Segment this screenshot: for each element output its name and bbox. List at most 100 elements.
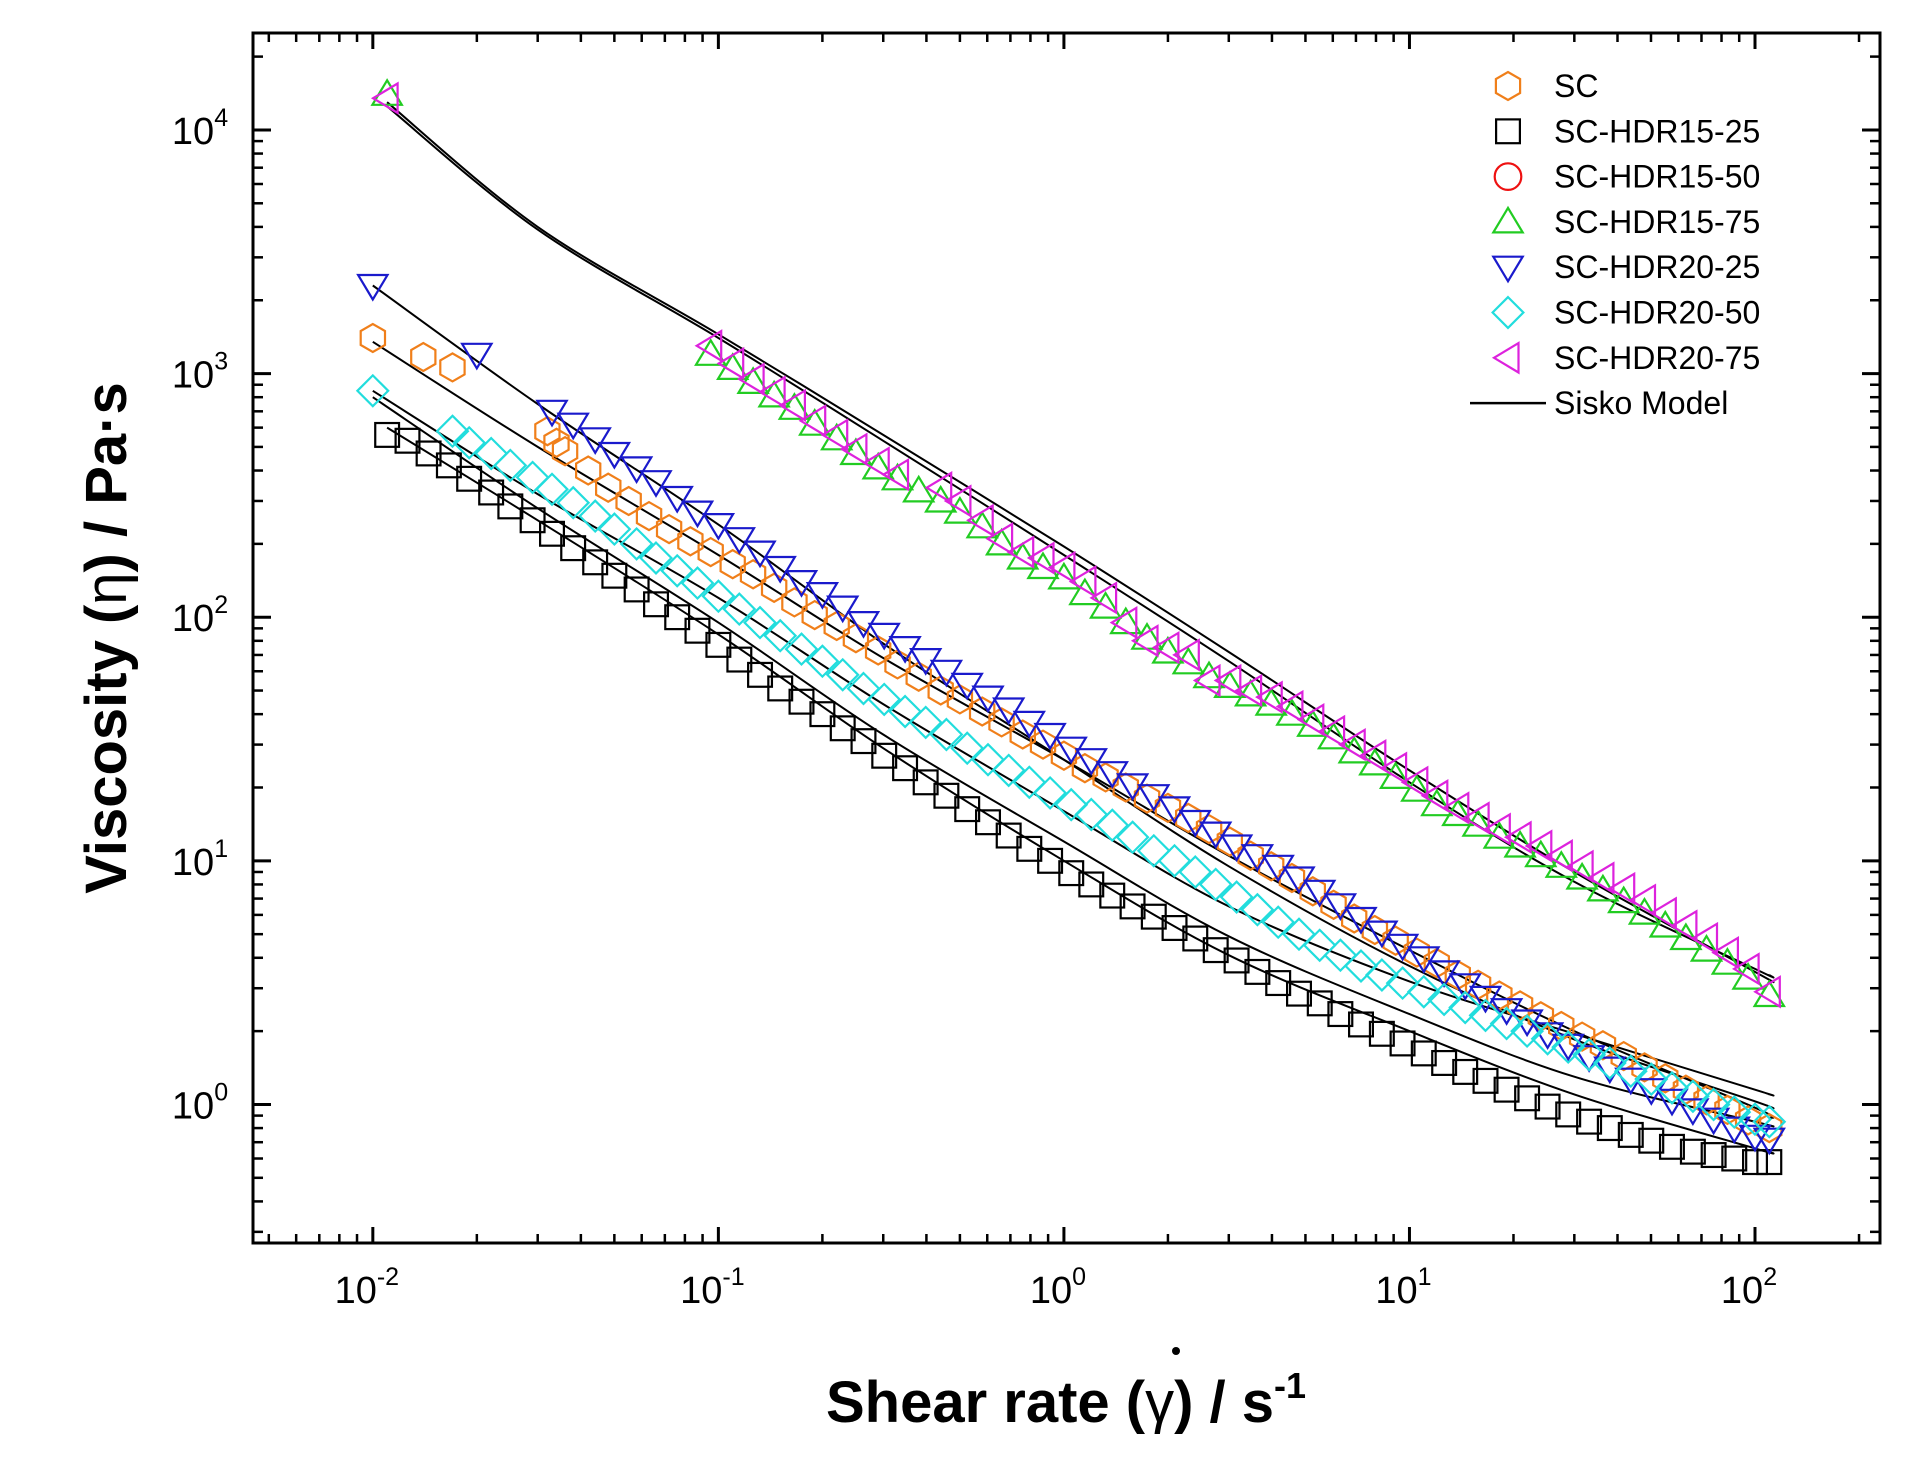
data-point-sc-hdr20-50-22 — [867, 682, 902, 717]
data-point-sc-hdr15-75-29 — [1275, 698, 1309, 726]
y-axis-title-suffix: ) / Pa — [74, 433, 139, 572]
data-point-sc-39 — [1257, 851, 1285, 882]
x-tick-label-0: 10-2 — [335, 1263, 400, 1312]
x-tick-label-exp-0: -2 — [377, 1263, 399, 1291]
data-point-sc-hdr15-75-11 — [902, 474, 936, 503]
data-point-sc-hdr20-75-14 — [985, 522, 1014, 556]
data-point-sc-hdr15-25-62 — [1658, 1133, 1685, 1160]
data-point-sc-hdr20-50-65 — [1752, 1104, 1787, 1139]
data-point-sc-hdr20-75-15 — [1006, 535, 1035, 569]
data-point-sc-hdr20-50-16 — [743, 605, 777, 640]
data-point-sc-hdr20-75-35 — [1420, 779, 1449, 813]
x-tick-label-base-1: 10 — [680, 1270, 722, 1312]
data-point-sc-62 — [1734, 1105, 1762, 1136]
data-point-sc-hdr20-50-29 — [1012, 765, 1047, 800]
data-point-sc-hdr15-75-33 — [1358, 747, 1392, 776]
data-series-layer — [355, 78, 1787, 1176]
x-tick-label-base-2: 10 — [1030, 1270, 1072, 1312]
data-point-sc-hdr15-75-10 — [880, 462, 915, 491]
y-tick-label-3: 103 — [172, 348, 228, 397]
data-point-sc-hdr15-25-14 — [664, 604, 691, 631]
data-point-sc-hdr20-25-41 — [1344, 906, 1378, 935]
data-point-sc-hdr20-25-1 — [460, 342, 494, 371]
data-point-sc-hdr20-25-61 — [1752, 1127, 1786, 1156]
data-point-sc-hdr20-75-24 — [1192, 663, 1221, 698]
legend-item-2: SC-HDR15-50 — [1493, 159, 1760, 195]
data-point-sc-hdr15-25-28 — [954, 796, 981, 823]
data-point-sc-hdr20-75-31 — [1338, 727, 1366, 762]
y-tick-label-exp-2: 2 — [214, 591, 228, 619]
data-point-sc-hdr20-50-4 — [493, 448, 528, 483]
data-point-sc-hdr20-75-11 — [924, 471, 953, 505]
x-tick-label-exp-4: 2 — [1763, 1263, 1777, 1291]
data-point-sc-hdr15-25-0 — [374, 421, 401, 448]
data-point-sc-hdr20-50-3 — [474, 436, 509, 471]
data-point-sc-hdr15-25-53 — [1472, 1067, 1499, 1094]
data-point-sc-hdr20-50-28 — [991, 753, 1026, 788]
legend-marker-square — [1494, 118, 1521, 145]
data-point-sc-hdr20-50-46 — [1364, 958, 1399, 992]
y-tick-label-base-4: 10 — [172, 111, 214, 153]
x-tick-label-1: 10-1 — [680, 1263, 745, 1312]
data-point-sc-1 — [410, 341, 437, 373]
data-point-sc-hdr20-25-12 — [743, 540, 777, 569]
data-point-sc-3 — [534, 415, 561, 447]
data-point-sc-17 — [801, 599, 828, 631]
plot-frame — [251, 31, 1882, 1245]
data-point-sc-63 — [1756, 1112, 1783, 1144]
data-point-sc-hdr20-50-9 — [597, 512, 632, 547]
data-point-sc-hdr20-75-33 — [1379, 751, 1408, 785]
y-tick-label-0: 100 — [172, 1078, 228, 1127]
data-point-sc-hdr20-50-2 — [452, 425, 487, 460]
data-point-sc-43 — [1340, 903, 1368, 934]
y-tick-label-base-3: 10 — [172, 355, 214, 397]
data-point-sc-hdr15-25-9 — [560, 535, 587, 562]
data-point-sc-hdr20-50-0 — [355, 373, 390, 408]
data-point-sc-hdr20-75-19 — [1089, 581, 1118, 615]
data-point-sc-hdr20-50-50 — [1448, 990, 1483, 1025]
legend-label-3: SC-HDR15-75 — [1554, 204, 1760, 240]
data-point-sc-9 — [635, 500, 663, 532]
data-point-sc-hdr15-75-27 — [1233, 678, 1268, 707]
data-point-sc-hdr20-50-32 — [1074, 797, 1109, 832]
data-point-sc-hdr20-75-44 — [1607, 871, 1636, 906]
data-point-sc-hdr20-75-5 — [778, 388, 807, 423]
data-point-sc-hdr20-75-16 — [1026, 541, 1055, 575]
legend-marker-triangle-left — [1491, 341, 1520, 375]
data-point-sc-0 — [359, 322, 387, 354]
data-point-sc-hdr20-25-8 — [660, 485, 694, 514]
data-point-sc-28 — [1029, 729, 1057, 760]
data-point-sc-hdr15-25-51 — [1431, 1049, 1458, 1076]
data-point-sc-hdr15-75-19 — [1068, 577, 1102, 606]
data-point-sc-hdr20-50-64 — [1738, 1102, 1772, 1137]
data-point-sc-hdr20-50-40 — [1240, 892, 1275, 927]
x-axis-title-sup: -1 — [1274, 1365, 1306, 1406]
data-point-sc-hdr15-25-59 — [1596, 1115, 1623, 1142]
data-point-sc-hdr15-25-26 — [912, 769, 939, 796]
x-tick-label-3: 101 — [1375, 1263, 1431, 1312]
data-point-sc-hdr20-50-19 — [805, 644, 840, 679]
data-point-sc-hdr20-75-23 — [1172, 638, 1200, 672]
data-point-sc-hdr15-75-48 — [1669, 922, 1703, 951]
data-point-sc-hdr15-25-16 — [705, 631, 732, 658]
data-point-sc-hdr20-75-41 — [1545, 839, 1573, 873]
data-point-sc-hdr20-50-62 — [1696, 1087, 1731, 1122]
legend: SC SC-HDR15-25 SC-HDR15-50 SC-HDR15-75 SC-HD… — [1470, 68, 1760, 421]
legend-marker-triangle-down — [1491, 255, 1525, 284]
data-point-sc-hdr20-25-4 — [578, 427, 612, 455]
data-point-sc-hdr15-75-25 — [1192, 660, 1226, 689]
data-point-sc-hdr20-25-32 — [1157, 796, 1192, 825]
data-point-sc-hdr15-75-4 — [757, 379, 791, 408]
x-axis-title-suffix: ) / s — [1174, 1370, 1274, 1435]
y-tick-label-exp-1: 1 — [214, 835, 228, 863]
data-point-sc-hdr15-25-48 — [1368, 1020, 1395, 1047]
y-axis-title-end: s — [74, 382, 139, 414]
data-point-sc-42 — [1320, 889, 1347, 921]
legend-item-7: Sisko Model — [1470, 385, 1728, 421]
data-point-sc-hdr20-75-32 — [1358, 739, 1387, 773]
data-point-sc-33 — [1133, 783, 1161, 814]
data-point-sc-hdr20-50-10 — [619, 526, 654, 561]
legend-label-0: SC — [1554, 68, 1598, 104]
data-point-sc-hdr20-25-5 — [597, 441, 632, 470]
data-point-sc-hdr20-75-29 — [1296, 702, 1325, 737]
